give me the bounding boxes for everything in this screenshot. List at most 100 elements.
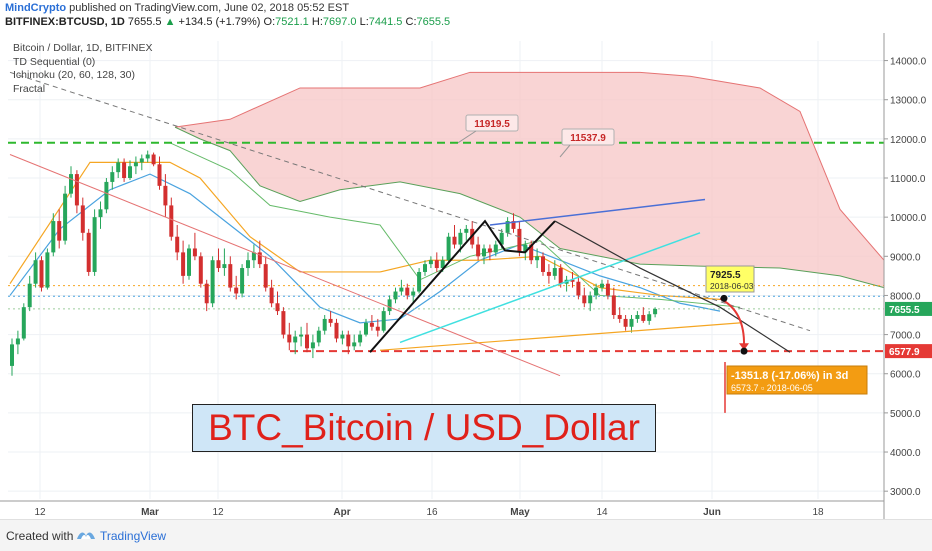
candle-body bbox=[505, 221, 510, 233]
measure-box bbox=[726, 365, 868, 395]
candle-body bbox=[446, 236, 451, 261]
candle-body bbox=[605, 283, 610, 296]
annotations: 7655.5 6577.9 11919.5 11537.9 7925.52018-06-… bbox=[457, 114, 932, 395]
callout-11537-box bbox=[561, 128, 615, 146]
cloud-area bbox=[175, 72, 884, 288]
candle-body bbox=[128, 166, 132, 179]
candle-body bbox=[423, 264, 427, 272]
candle-body bbox=[399, 287, 404, 292]
author-link[interactable]: MindCrypto bbox=[5, 2, 67, 14]
candle-body bbox=[635, 315, 640, 319]
candle-body bbox=[375, 326, 380, 331]
candle-body bbox=[511, 221, 516, 229]
indicator-legend: Bitcoin / Dollar, 1D, BITFINEX TD Sequen… bbox=[13, 42, 152, 96]
publish-info: published on TradingView.com, June 02, 2… bbox=[69, 2, 350, 14]
candle-body bbox=[86, 232, 91, 272]
open-label: O: bbox=[263, 16, 276, 28]
time-tick-label: 12 bbox=[34, 507, 46, 518]
candle-body bbox=[523, 244, 528, 253]
candle-body bbox=[476, 244, 481, 257]
candle-body bbox=[541, 256, 545, 272]
candle-body bbox=[369, 322, 374, 327]
candle-body bbox=[139, 158, 144, 163]
candle-body bbox=[328, 318, 333, 323]
candle-body bbox=[358, 334, 363, 343]
callout-7925-box bbox=[705, 265, 755, 293]
legend-fractal: Fractal bbox=[13, 82, 46, 95]
candle-body bbox=[440, 260, 445, 269]
tradingview-brand[interactable]: TradingView bbox=[100, 529, 167, 543]
candle-body bbox=[133, 162, 138, 167]
candle-body bbox=[169, 205, 174, 237]
tradingview-logo-icon bbox=[77, 532, 95, 539]
candle-body bbox=[157, 164, 162, 186]
forecast-arrow-head bbox=[739, 343, 749, 351]
candle-body bbox=[175, 236, 180, 253]
candle-body bbox=[181, 252, 186, 276]
candle-body bbox=[452, 236, 457, 245]
candle-body bbox=[240, 268, 245, 294]
chart-area[interactable]: 14000.0 13000.0 12000.0 11000.0 10000.0 9000.… bbox=[0, 33, 932, 519]
price-label-box bbox=[885, 301, 932, 316]
candle-body bbox=[293, 336, 298, 343]
callout-11919-box bbox=[465, 114, 519, 132]
candle-body bbox=[493, 244, 498, 253]
time-tick-label: 18 bbox=[812, 507, 824, 518]
candle-body bbox=[192, 248, 197, 257]
price-label-text: 7655.5 bbox=[889, 305, 920, 316]
close-value: 7655.5 bbox=[416, 16, 451, 28]
candle-body bbox=[45, 252, 50, 288]
price-tick-label: 14000.0 bbox=[890, 57, 927, 68]
senkou-span-a bbox=[174, 71, 885, 261]
candle-body bbox=[310, 342, 315, 349]
candle-body bbox=[39, 260, 44, 288]
channel-line-cyan bbox=[399, 232, 701, 344]
candle-body bbox=[74, 174, 79, 206]
kijun-line bbox=[9, 173, 721, 324]
time-tick-label: 14 bbox=[596, 507, 608, 518]
candle-body bbox=[163, 185, 168, 206]
time-tick-label: Mar bbox=[141, 507, 159, 518]
candle-body bbox=[594, 287, 599, 296]
time-tick-label: Jun bbox=[703, 507, 721, 518]
candle-body bbox=[305, 334, 309, 349]
candle-body bbox=[570, 279, 575, 282]
candle-body bbox=[617, 315, 622, 319]
legend-td-sequential: TD Sequential (0) bbox=[13, 55, 96, 68]
candle-body bbox=[98, 209, 103, 218]
candle-body bbox=[546, 271, 551, 276]
candle-body bbox=[629, 318, 634, 327]
candle-body bbox=[51, 221, 56, 253]
price-tick-label: 12000.0 bbox=[890, 135, 927, 146]
time-tick-label: Apr bbox=[333, 507, 350, 518]
candle-body bbox=[600, 283, 604, 288]
footer: Created with TradingView bbox=[0, 519, 932, 551]
price-chart[interactable]: 14000.0 13000.0 12000.0 11000.0 10000.0 9000.… bbox=[0, 33, 932, 519]
candle-body bbox=[552, 268, 557, 276]
trend-line-orange bbox=[379, 322, 741, 351]
candle-body bbox=[57, 221, 62, 241]
candle-body bbox=[334, 322, 339, 339]
candle-body bbox=[558, 268, 563, 284]
candle-body bbox=[257, 252, 262, 265]
legend-symbol: Bitcoin / Dollar, 1D, BITFINEX bbox=[13, 42, 153, 54]
candle-body bbox=[21, 307, 26, 339]
candle-body bbox=[340, 334, 345, 339]
price-tick-label: 8000.0 bbox=[890, 291, 921, 302]
candle-body bbox=[63, 193, 68, 241]
candle-body bbox=[387, 299, 392, 312]
candle-body bbox=[517, 228, 522, 253]
candle-body bbox=[364, 322, 368, 335]
price-tick-label: 13000.0 bbox=[890, 96, 927, 107]
candle-body bbox=[234, 287, 239, 294]
callout-7925-date: 2018-06-03 bbox=[710, 281, 754, 291]
price-tick-label: 9000.0 bbox=[890, 252, 921, 263]
candle-body bbox=[393, 291, 398, 300]
callout-11537-text: 11537.9 bbox=[570, 133, 606, 144]
candle-body bbox=[15, 338, 20, 345]
candle-body bbox=[263, 264, 268, 288]
publish-line: MindCrypto published on TradingView.com,… bbox=[5, 2, 349, 14]
candle-body bbox=[69, 174, 73, 194]
price-tick-label: 10000.0 bbox=[890, 213, 927, 224]
candle-body bbox=[611, 295, 616, 316]
